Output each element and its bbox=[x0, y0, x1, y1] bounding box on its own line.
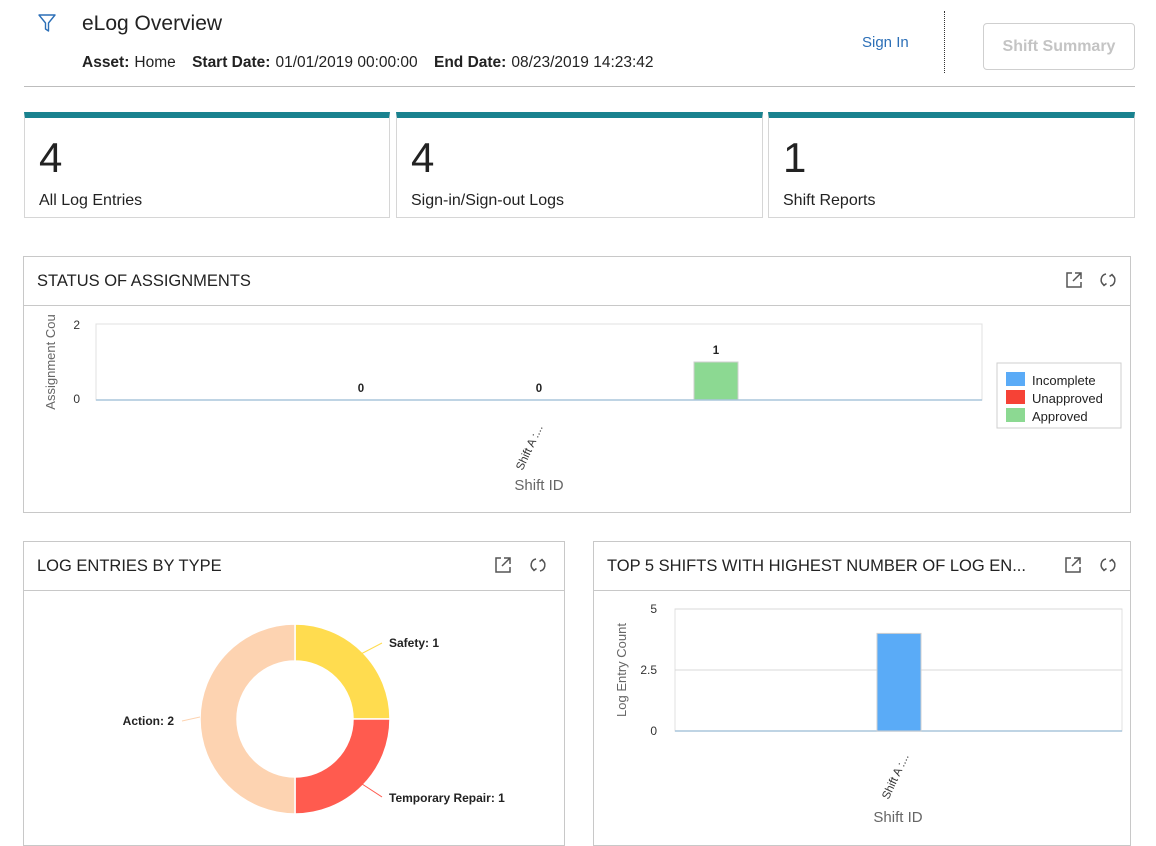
header-divider bbox=[944, 11, 945, 73]
panel-title: STATUS OF ASSIGNMENTS bbox=[37, 272, 251, 290]
x-tick-label: Shift A :... bbox=[514, 423, 545, 472]
legend-swatch-approved bbox=[1006, 408, 1025, 422]
bar-log-entry-count[interactable] bbox=[876, 632, 922, 732]
page-title: eLog Overview bbox=[82, 12, 223, 35]
donut-slice-safety[interactable] bbox=[294, 623, 391, 720]
y-tick-label: 0 bbox=[650, 724, 657, 738]
kpi-shift-reports[interactable]: 1 Shift Reports bbox=[768, 112, 1135, 218]
top-shifts-chart: 0 2.5 5 Log Entry Count Shift A :... Shift… bbox=[614, 602, 1123, 826]
kpi-all-log-entries[interactable]: 4 All Log Entries bbox=[24, 112, 390, 218]
start-date-label: Start Date: bbox=[192, 54, 271, 71]
legend: Incomplete Unapproved Approved bbox=[996, 362, 1122, 429]
donut-slice-action[interactable] bbox=[199, 623, 296, 815]
x-tick-label: Shift A :... bbox=[880, 752, 911, 801]
kpi-label: Shift Reports bbox=[783, 192, 876, 209]
status-of-assignments-panel: STATUS OF ASSIGNMENTS 2 0 Assignment Cou… bbox=[23, 256, 1131, 513]
legend-swatch-unapproved bbox=[1006, 390, 1025, 404]
x-axis-label: Shift ID bbox=[514, 477, 563, 494]
page-header: eLog Overview Asset: Home Start Date: 01/0… bbox=[24, 0, 1135, 87]
log-type-donut-chart: Safety: 1 Temporary Repair: 1 Action: 2 bbox=[123, 623, 505, 815]
slice-label: Temporary Repair: 1 bbox=[389, 791, 505, 805]
kpi-label: Sign-in/Sign-out Logs bbox=[411, 192, 564, 209]
legend-label: Approved bbox=[1032, 409, 1088, 424]
legend-label: Unapproved bbox=[1032, 391, 1103, 406]
panel-title: LOG ENTRIES BY TYPE bbox=[37, 557, 222, 575]
y-tick-label: 5 bbox=[650, 602, 657, 616]
shift-summary-button[interactable]: Shift Summary bbox=[983, 23, 1135, 70]
panel-header: LOG ENTRIES BY TYPE bbox=[24, 542, 564, 591]
kpi-value: 4 bbox=[39, 134, 63, 181]
end-date-label: End Date: bbox=[433, 54, 507, 71]
y-tick-label: 2 bbox=[73, 318, 80, 332]
slice-label: Safety: 1 bbox=[389, 636, 439, 650]
top-5-shifts-panel: TOP 5 SHIFTS WITH HIGHEST NUMBER OF LOG … bbox=[593, 541, 1131, 846]
open-in-new-window-icon[interactable] bbox=[1064, 270, 1084, 290]
label-connector bbox=[358, 642, 383, 656]
y-axis-label: Assignment Cou bbox=[43, 314, 58, 409]
slice-label: Action: 2 bbox=[123, 714, 175, 728]
data-label: 0 bbox=[536, 383, 542, 395]
y-axis-label: Log Entry Count bbox=[614, 623, 629, 717]
y-tick-label: 0 bbox=[73, 392, 80, 406]
panel-header: TOP 5 SHIFTS WITH HIGHEST NUMBER OF LOG … bbox=[594, 542, 1130, 591]
open-in-new-window-icon[interactable] bbox=[1063, 555, 1083, 575]
kpi-value: 4 bbox=[411, 134, 435, 181]
status-chart: 2 0 Assignment Cou 0 0 1 Shift A :... Shif… bbox=[43, 314, 1122, 494]
data-label: 1 bbox=[713, 345, 720, 357]
start-date-value: 01/01/2019 00:00:00 bbox=[275, 54, 418, 71]
panel-header: STATUS OF ASSIGNMENTS bbox=[24, 257, 1130, 306]
legend-label: Incomplete bbox=[1032, 373, 1096, 388]
donut-slice-temporary-repair[interactable] bbox=[294, 718, 391, 815]
end-date-value: 08/23/2019 14:23:42 bbox=[511, 54, 654, 71]
kpi-label: All Log Entries bbox=[39, 192, 143, 209]
label-connector bbox=[181, 716, 201, 722]
data-label: 0 bbox=[358, 383, 364, 395]
log-entries-by-type-panel: LOG ENTRIES BY TYPE Safety: 1 Temporary R… bbox=[23, 541, 565, 846]
filter-icon[interactable] bbox=[37, 12, 57, 34]
label-connector bbox=[358, 781, 383, 798]
asset-label: Asset: bbox=[82, 54, 130, 71]
kpi-value: 1 bbox=[783, 134, 807, 181]
refresh-icon[interactable] bbox=[528, 555, 548, 575]
panel-title: TOP 5 SHIFTS WITH HIGHEST NUMBER OF LOG … bbox=[607, 557, 1026, 575]
bar-approved[interactable] bbox=[693, 361, 739, 401]
sign-in-link[interactable]: Sign In bbox=[862, 34, 909, 51]
legend-swatch-incomplete bbox=[1006, 372, 1025, 386]
open-in-new-window-icon[interactable] bbox=[493, 555, 513, 575]
refresh-icon[interactable] bbox=[1098, 555, 1118, 575]
asset-value: Home bbox=[134, 54, 176, 71]
refresh-icon[interactable] bbox=[1098, 270, 1118, 290]
kpi-sign-in-out-logs[interactable]: 4 Sign-in/Sign-out Logs bbox=[396, 112, 763, 218]
y-tick-label: 2.5 bbox=[640, 663, 657, 677]
x-axis-label: Shift ID bbox=[873, 809, 922, 826]
filter-summary: Asset: Home Start Date: 01/01/2019 00:00:0… bbox=[82, 54, 666, 72]
